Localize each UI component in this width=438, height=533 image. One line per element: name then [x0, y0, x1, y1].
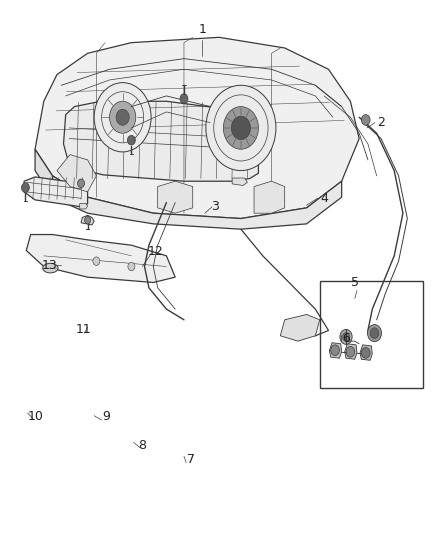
Polygon shape: [232, 178, 247, 185]
Circle shape: [370, 328, 379, 338]
Text: 13: 13: [41, 259, 57, 272]
Text: 11: 11: [75, 323, 91, 336]
Polygon shape: [64, 101, 258, 181]
Circle shape: [361, 348, 370, 358]
Text: 3: 3: [211, 200, 219, 213]
Circle shape: [331, 345, 339, 356]
Polygon shape: [24, 177, 88, 207]
Bar: [320, 281, 423, 388]
Text: 1: 1: [198, 23, 206, 36]
Text: 6: 6: [342, 332, 350, 345]
Circle shape: [361, 115, 370, 125]
Text: 8: 8: [138, 439, 146, 451]
Polygon shape: [360, 345, 372, 360]
Circle shape: [94, 83, 151, 152]
Text: 2: 2: [377, 116, 385, 129]
Text: 10: 10: [28, 410, 44, 423]
Circle shape: [340, 329, 352, 344]
Polygon shape: [80, 204, 88, 209]
Polygon shape: [26, 235, 175, 282]
Circle shape: [127, 135, 135, 145]
Circle shape: [85, 216, 91, 224]
Polygon shape: [254, 181, 285, 213]
Circle shape: [180, 94, 188, 103]
Polygon shape: [35, 149, 53, 197]
Ellipse shape: [43, 263, 58, 273]
Circle shape: [346, 346, 355, 357]
Circle shape: [21, 183, 29, 192]
Circle shape: [93, 257, 100, 265]
Circle shape: [367, 325, 381, 342]
Polygon shape: [280, 314, 320, 341]
Polygon shape: [53, 176, 342, 229]
Circle shape: [206, 85, 276, 171]
Text: 7: 7: [187, 453, 194, 466]
Text: 5: 5: [351, 276, 359, 289]
Text: 9: 9: [102, 410, 110, 423]
Circle shape: [343, 333, 350, 341]
Text: 12: 12: [148, 245, 163, 258]
Polygon shape: [329, 343, 342, 358]
Circle shape: [110, 101, 136, 133]
Polygon shape: [57, 155, 96, 192]
Circle shape: [116, 109, 129, 125]
Polygon shape: [345, 344, 357, 359]
Circle shape: [128, 262, 135, 271]
Polygon shape: [81, 215, 94, 225]
Polygon shape: [158, 181, 193, 213]
Polygon shape: [35, 37, 359, 219]
Circle shape: [223, 107, 258, 149]
Text: 4: 4: [320, 192, 328, 205]
Circle shape: [78, 179, 85, 188]
Circle shape: [231, 116, 251, 140]
